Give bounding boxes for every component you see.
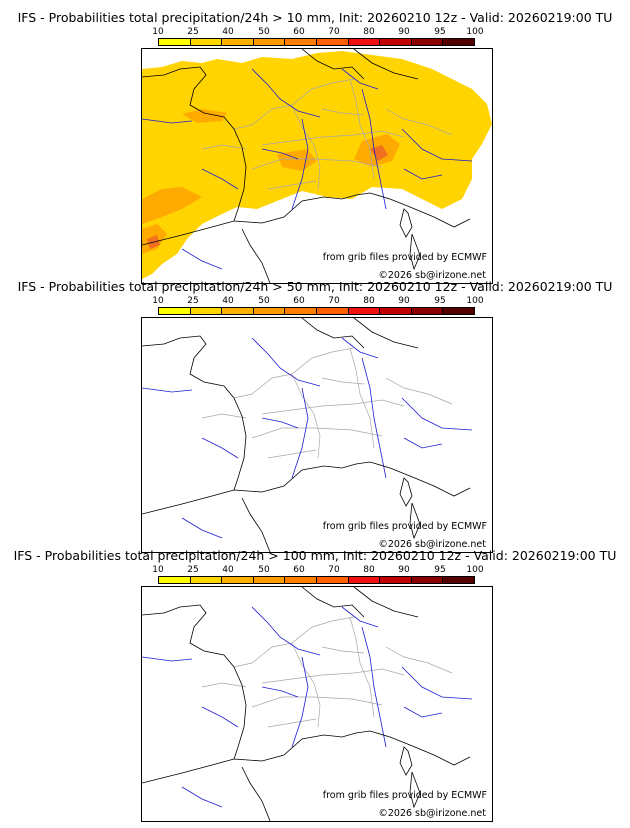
colorbar-tick: 90	[398, 27, 410, 37]
colorbar-ticks: 10 25 40 50 60 70 80 90 95 100	[0, 296, 630, 306]
colorbar-tick: 40	[222, 27, 234, 37]
colorbar-tick: 50	[258, 27, 270, 37]
credit-source: from grib files provided by ECMWF	[322, 521, 487, 532]
colorbar-segment	[411, 577, 444, 583]
colorbar-tick: 70	[328, 27, 340, 37]
panel-title: IFS - Probabilities total precipitation/…	[13, 548, 617, 563]
colorbar-tick: 25	[187, 27, 199, 37]
credit-source: from grib files provided by ECMWF	[322, 252, 487, 263]
coastline	[142, 587, 471, 821]
colorbar-tick: 90	[398, 296, 410, 306]
colorbar-segment	[411, 308, 444, 314]
colorbar-segment	[285, 39, 317, 45]
colorbar-tick: 70	[328, 296, 340, 306]
colorbar-tick: 80	[363, 565, 375, 575]
colorbar-tick: 90	[398, 565, 410, 575]
map-area: from grib files provided by ECMWF ©2026 …	[141, 317, 493, 553]
colorbar-tick: 50	[258, 296, 270, 306]
admin-borders	[201, 78, 453, 190]
colorbar-segment	[222, 39, 254, 45]
colorbar-segment	[253, 308, 286, 314]
colorbar-segment	[443, 577, 474, 583]
colorbar	[158, 38, 475, 46]
map-svg	[142, 587, 473, 821]
credit-copyright: ©2026 sb@irizone.net	[377, 808, 487, 819]
precip-area-high	[370, 145, 388, 161]
colorbar-tick: 10	[152, 27, 164, 37]
colorbar-segment	[380, 39, 412, 45]
colorbar-tick: 40	[222, 296, 234, 306]
colorbar-segment	[316, 39, 349, 45]
map-area: from grib files provided by ECMWF ©2026 …	[141, 48, 493, 284]
colorbar-tick: 100	[466, 296, 484, 306]
colorbar-tick: 95	[434, 27, 446, 37]
colorbar-tick: 100	[466, 27, 484, 37]
colorbar-segment	[159, 39, 191, 45]
colorbar-tick: 40	[222, 565, 234, 575]
colorbar-tick: 100	[466, 565, 484, 575]
colorbar-tick: 25	[187, 565, 199, 575]
colorbar-segment	[443, 39, 474, 45]
rivers	[142, 606, 473, 808]
coastline	[142, 49, 471, 283]
panel-title: IFS - Probabilities total precipitation/…	[17, 279, 613, 294]
colorbar-segment	[253, 577, 286, 583]
credit-copyright: ©2026 sb@irizone.net	[377, 270, 487, 281]
credit-copyright: ©2026 sb@irizone.net	[377, 539, 487, 550]
colorbar-segment	[190, 577, 223, 583]
map-panel-100mm: IFS - Probabilities total precipitation/…	[0, 548, 630, 824]
colorbar-tick: 80	[363, 27, 375, 37]
colorbar-segment	[253, 39, 286, 45]
colorbar-tick: 25	[187, 296, 199, 306]
colorbar-segment	[159, 577, 191, 583]
colorbar-ticks: 10 25 40 50 60 70 80 90 95 100	[0, 565, 630, 575]
colorbar-ticks: 10 25 40 50 60 70 80 90 95 100	[0, 27, 630, 37]
colorbar-segment	[348, 577, 381, 583]
colorbar-segment	[411, 39, 444, 45]
colorbar-segment	[348, 39, 381, 45]
colorbar	[158, 576, 475, 584]
rivers	[142, 337, 473, 539]
colorbar-segment	[285, 308, 317, 314]
map-area: from grib files provided by ECMWF ©2026 …	[141, 586, 493, 822]
coastline	[142, 318, 471, 552]
rivers	[142, 68, 473, 270]
colorbar-segment	[380, 577, 412, 583]
admin-borders	[201, 347, 453, 459]
colorbar-tick: 60	[293, 565, 305, 575]
colorbar-segment	[380, 308, 412, 314]
colorbar-tick: 60	[293, 27, 305, 37]
colorbar-segment	[190, 39, 223, 45]
colorbar-tick: 95	[434, 565, 446, 575]
colorbar-segment	[159, 308, 191, 314]
colorbar-tick: 60	[293, 296, 305, 306]
map-panel-10mm: IFS - Probabilities total precipitation/…	[0, 10, 630, 286]
credit-source: from grib files provided by ECMWF	[322, 790, 487, 801]
colorbar-segment	[222, 308, 254, 314]
colorbar-tick: 50	[258, 565, 270, 575]
precip-area-mid	[182, 109, 227, 123]
colorbar-segment	[316, 308, 349, 314]
colorbar-tick: 10	[152, 565, 164, 575]
panel-title: IFS - Probabilities total precipitation/…	[17, 10, 613, 25]
colorbar-segment	[222, 577, 254, 583]
colorbar-segment	[348, 308, 381, 314]
colorbar-segment	[316, 577, 349, 583]
colorbar-tick: 10	[152, 296, 164, 306]
precip-area-low	[142, 51, 492, 279]
colorbar-segment	[443, 308, 474, 314]
colorbar-tick: 80	[363, 296, 375, 306]
precip-area-mid	[142, 187, 202, 224]
colorbar-tick: 95	[434, 296, 446, 306]
colorbar	[158, 307, 475, 315]
colorbar-tick: 70	[328, 565, 340, 575]
map-panel-50mm: IFS - Probabilities total precipitation/…	[0, 279, 630, 555]
admin-borders	[201, 616, 453, 728]
colorbar-segment	[190, 308, 223, 314]
map-svg	[142, 49, 492, 283]
map-svg	[142, 318, 473, 552]
colorbar-segment	[285, 577, 317, 583]
